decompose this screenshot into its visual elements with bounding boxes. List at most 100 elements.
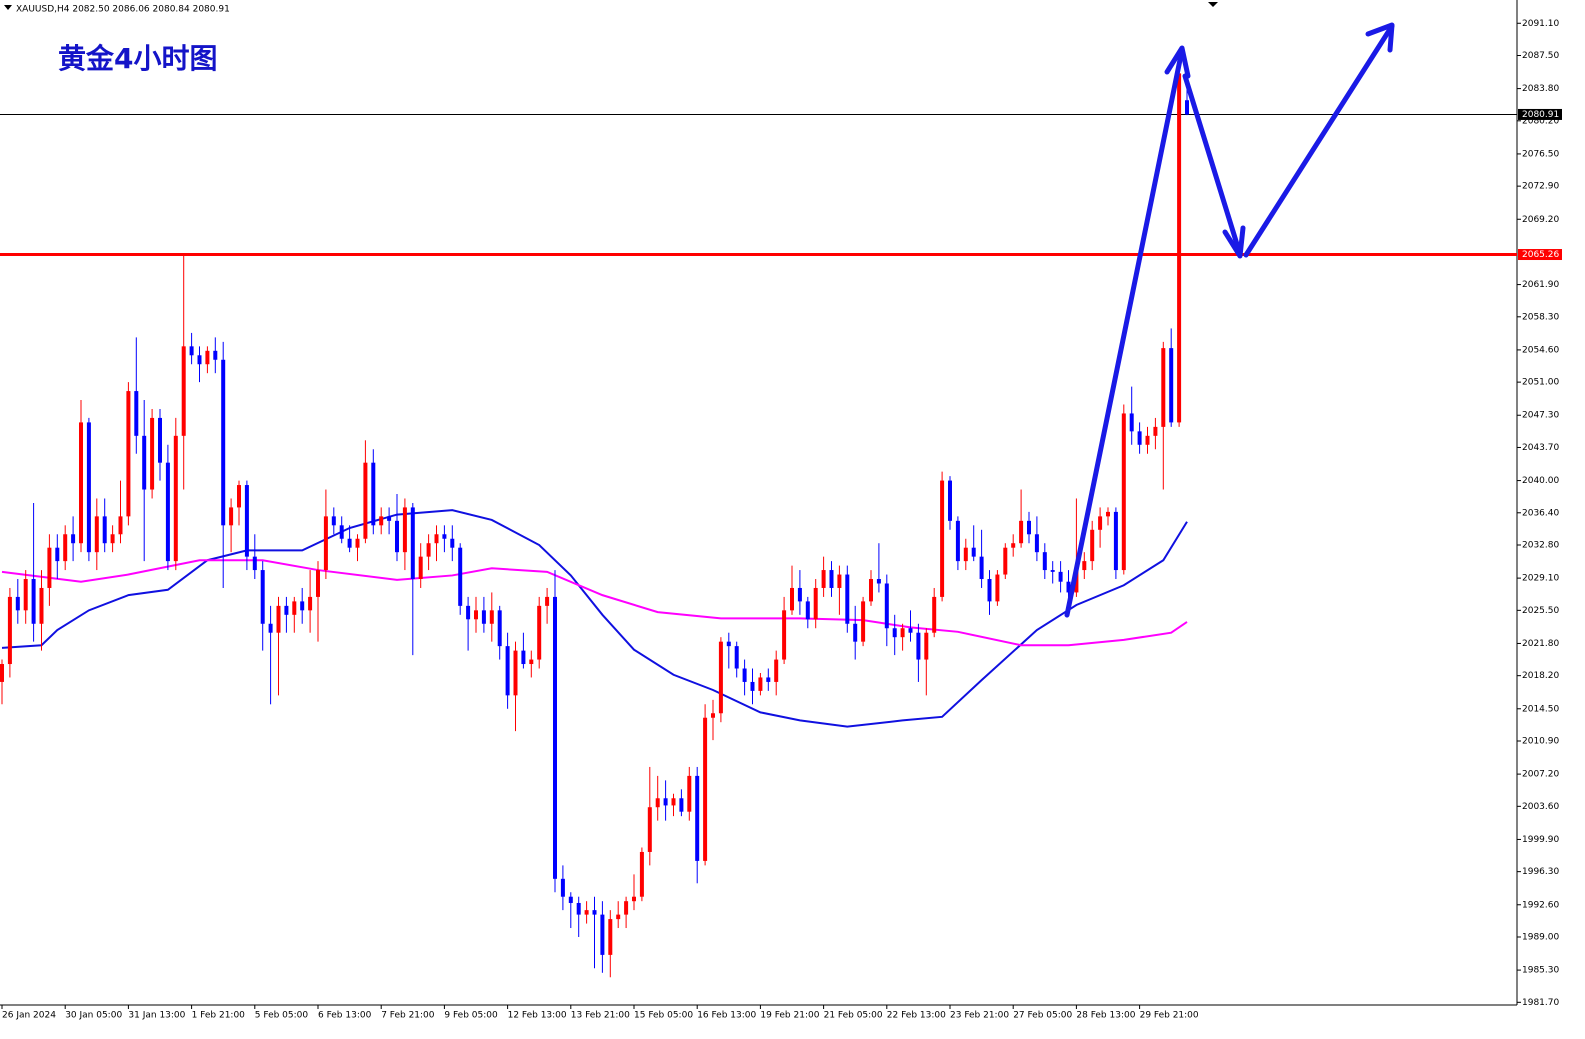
price-label-box [1518, 249, 1562, 261]
y-tick-label: 2043.70 [1522, 443, 1559, 453]
y-tick-label: 2036.40 [1522, 508, 1559, 518]
candle-body [1177, 73, 1182, 423]
y-tick-label: 1999.90 [1522, 835, 1559, 845]
x-tick-label: 30 Jan 05:00 [65, 1011, 122, 1021]
candle-body [126, 391, 131, 517]
candle-body [900, 628, 905, 638]
candle-body [1185, 100, 1189, 115]
candle-body [987, 579, 992, 602]
candle-body [924, 632, 929, 660]
candle-body [86, 422, 91, 553]
x-tick-label: 12 Feb 13:00 [508, 1011, 567, 1021]
candle-body [829, 570, 834, 588]
y-tick-label: 2058.30 [1522, 312, 1559, 322]
candle-body [1113, 511, 1118, 571]
candle-body [347, 538, 352, 548]
candle-body [434, 534, 439, 544]
candle-body [979, 556, 984, 580]
y-tick-label: 2087.50 [1522, 51, 1559, 61]
candle-body [7, 596, 12, 665]
candle-body [55, 547, 60, 562]
annotation-arrows [1064, 22, 1395, 618]
candle-body [150, 417, 155, 490]
candle-body [837, 574, 842, 588]
menu-marker [4, 5, 12, 10]
candle-body [995, 574, 1000, 602]
x-tick-label: 9 Feb 05:00 [444, 1011, 498, 1021]
candle-body [790, 587, 794, 611]
candle-body [1090, 529, 1095, 562]
y-tick-label: 2029.10 [1522, 574, 1559, 584]
x-tick-label: 28 Feb 13:00 [1076, 1011, 1135, 1021]
candle-body [39, 587, 44, 624]
candle-body [110, 534, 115, 544]
candle-body [15, 596, 20, 611]
candle-body [410, 507, 415, 580]
y-tick-label: 2083.80 [1522, 84, 1559, 94]
moving-average [1, 559, 1188, 647]
candle-body [23, 579, 28, 611]
candle-body [1161, 348, 1166, 427]
candle-body [205, 350, 210, 365]
candle-body [600, 914, 605, 955]
x-tick-label: 21 Feb 05:00 [824, 1011, 883, 1021]
candle-body [568, 896, 573, 903]
candle-body [292, 601, 297, 615]
candle-body [474, 610, 478, 620]
candle-body [323, 516, 328, 571]
candle-body [63, 534, 68, 562]
x-tick-label: 15 Feb 05:00 [634, 1011, 693, 1021]
candle-body [774, 659, 779, 682]
candle-body [1027, 520, 1031, 535]
candle-body [576, 902, 581, 915]
y-tick-label: 1992.60 [1522, 900, 1559, 910]
candle-body [734, 646, 739, 669]
candle-body [331, 516, 336, 526]
y-tick-label: 2061.90 [1522, 280, 1559, 290]
x-tick-label: 29 Feb 21:00 [1140, 1011, 1199, 1021]
candle-body [1098, 516, 1103, 530]
candle-body [955, 520, 960, 562]
price-label-box [1518, 108, 1562, 120]
candle-body [0, 664, 4, 682]
candle-body [395, 520, 399, 553]
candle-body [260, 570, 265, 624]
candle-body [663, 798, 668, 806]
candle-body [71, 534, 76, 544]
candle-body [308, 596, 313, 611]
arrow [1064, 47, 1185, 618]
candle-body [932, 596, 937, 633]
y-tick-label: 2025.50 [1522, 606, 1559, 616]
y-tick-label: 1981.70 [1522, 998, 1559, 1008]
candle-body [1137, 431, 1142, 445]
x-tick-label: 5 Feb 05:00 [255, 1011, 309, 1021]
arrow-head [1222, 225, 1246, 259]
candle-body [300, 601, 305, 611]
candle-body [853, 623, 858, 642]
candle-body [876, 579, 881, 584]
candle-body [916, 632, 921, 660]
y-tick-label: 2080.20 [1522, 116, 1559, 126]
y-tick-label: 2032.80 [1522, 541, 1559, 551]
candle-body [252, 556, 257, 571]
candle-body [339, 525, 344, 539]
price-label: 2080.91 [1522, 110, 1559, 120]
candle-body [1011, 543, 1016, 548]
candle-body [845, 574, 850, 624]
candle-body [189, 346, 194, 356]
candle-body [869, 579, 873, 602]
candle-body [181, 346, 186, 436]
candle-body [481, 610, 486, 624]
candle-body [489, 610, 494, 624]
candle-body [766, 677, 771, 682]
x-tick-label: 16 Feb 13:00 [697, 1011, 756, 1021]
y-tick-label: 2072.90 [1522, 182, 1559, 192]
candle-body [639, 851, 644, 897]
candle-body [458, 547, 463, 606]
arrow-head [1164, 45, 1191, 79]
candle-body [173, 435, 178, 562]
candle-body [134, 391, 139, 436]
y-tick-label: 2007.20 [1522, 770, 1559, 780]
